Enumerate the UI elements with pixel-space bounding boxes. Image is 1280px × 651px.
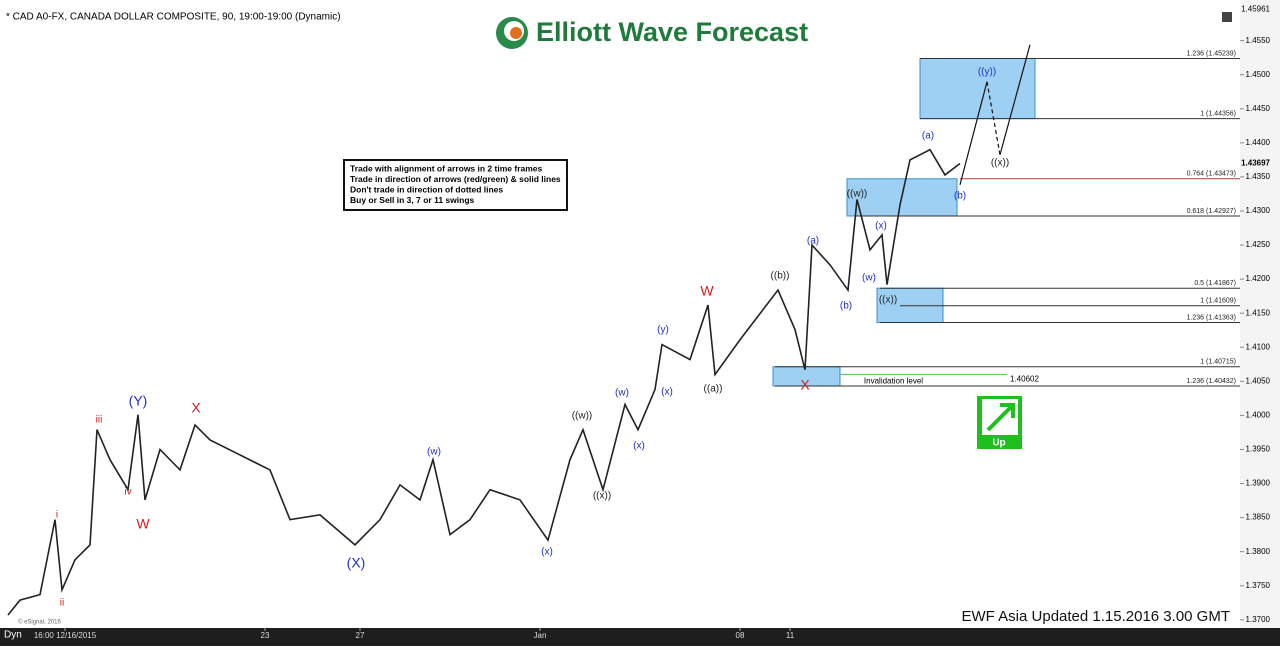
note: Trade with alignment of arrows in 2 time… [350, 163, 543, 173]
y-tick-label: 1.4200 [1246, 274, 1271, 283]
y-tick-label: 1.4450 [1246, 104, 1271, 113]
notes: Trade with alignment of arrows in 2 time… [350, 163, 561, 205]
y-tick-label: 1.3950 [1246, 445, 1271, 454]
x-tick-label: 27 [356, 631, 365, 640]
y-tick-label: 1.4050 [1246, 376, 1271, 385]
wave-label: iii [96, 414, 103, 425]
y-tick-label: 1.3850 [1246, 513, 1271, 522]
wave-label: (w) [615, 387, 629, 398]
wave-label: (w) [862, 272, 876, 283]
wave-label: (w) [427, 446, 441, 457]
y-tick-label: 1.3900 [1246, 479, 1271, 488]
brand: Elliott Wave Forecast [536, 17, 808, 47]
wave-label: (X) [347, 555, 366, 571]
projection [999, 44, 1031, 155]
wave-label: ii [60, 597, 64, 608]
wave-label: ((x)) [991, 157, 1009, 168]
y-tick-label: 1.4000 [1246, 411, 1271, 420]
fib-label: 1 (1.40715) [1200, 359, 1236, 366]
time-axis [0, 628, 1280, 646]
logo: Elliott Wave Forecast [496, 17, 808, 49]
wave-label: ((x)) [593, 490, 611, 501]
price-axis [1240, 0, 1280, 646]
invalidation-value: 1.40602 [1010, 375, 1039, 384]
y-tick-label: 1.3700 [1246, 615, 1271, 624]
x-tick-label: 16:00 12/16/2015 [34, 631, 97, 640]
x-tick-label: Jan [534, 631, 547, 640]
mode: Dyn [4, 630, 22, 641]
wave-label: ((b)) [771, 270, 790, 281]
note: Trade in direction of arrows (red/green)… [350, 174, 561, 184]
x-tick-label: 23 [261, 631, 270, 640]
last-price: 1.43697 [1241, 159, 1270, 168]
notes-box [343, 159, 568, 211]
fib-label: 1 (1.41609) [1200, 298, 1236, 305]
up-arrow [986, 403, 1015, 432]
wave-label: ((a)) [704, 383, 723, 394]
wave-label: X [800, 376, 810, 392]
fib-label: 1.236 (1.45239) [1187, 50, 1236, 57]
logo-mark [510, 27, 522, 39]
y-tick-label: 1.4250 [1246, 240, 1271, 249]
wave-label: (Y) [129, 392, 148, 408]
wave-label: (x) [633, 440, 645, 451]
fib-label: 0.618 (1.42927) [1187, 208, 1236, 215]
fib-label: 0.5 (1.41867) [1194, 280, 1236, 287]
y-tick-label: 1.3800 [1246, 547, 1271, 556]
target-box [919, 57, 1036, 120]
footer: EWF Asia Updated 1.15.2016 3.00 GMT [962, 608, 1230, 625]
wave-label: i [56, 509, 58, 520]
y-tick-label: 1.4100 [1246, 342, 1271, 351]
up-label: Up [992, 438, 1005, 449]
wave-label: W [700, 283, 714, 299]
copyright: © eSignal, 2016 [18, 619, 61, 626]
wave-label: (y) [657, 324, 669, 335]
y-tick-label: 1.4500 [1246, 70, 1271, 79]
chart-title: * CAD A0-FX, CANADA DOLLAR COMPOSITE, 90… [6, 12, 341, 23]
wave-label: X [191, 400, 201, 416]
wave-label: (x) [661, 386, 673, 397]
wave-label: (a) [922, 130, 934, 141]
y-tick-label: 1.3750 [1246, 581, 1271, 590]
note: Don't trade in direction of dotted lines [350, 184, 503, 194]
y-tick-label: 1.4550 [1246, 36, 1271, 45]
wave-label: iv [124, 487, 131, 498]
wave-label: ((w)) [847, 188, 868, 199]
wave-label: (b) [840, 300, 852, 311]
settings-icon[interactable] [1222, 12, 1232, 22]
y-tick-label: 1.4150 [1246, 308, 1271, 317]
y-tick-label: 1.4300 [1246, 206, 1271, 215]
x-tick-label: 11 [786, 631, 795, 640]
fib-label: 1 (1.44356) [1200, 110, 1236, 117]
note: Buy or Sell in 3, 7 or 11 swings [350, 195, 475, 205]
wave-label: (x) [541, 546, 553, 557]
up-signal: Up [977, 396, 1022, 449]
fib-label: 1.236 (1.40432) [1187, 378, 1236, 385]
wave-label: ((x)) [879, 294, 897, 305]
wave-label: W [136, 516, 150, 532]
wave-label: (b) [954, 190, 966, 201]
price-line [7, 148, 961, 616]
fib-label: 0.764 (1.43473) [1187, 171, 1236, 178]
y-tick-label: 1.4400 [1246, 138, 1271, 147]
top-price: 1.45961 [1241, 4, 1270, 13]
wave-label: ((w)) [572, 410, 593, 421]
wave-label: (a) [807, 235, 819, 246]
projection [986, 81, 1001, 155]
x-tick-label: 08 [736, 631, 745, 640]
invalidation-label: Invalidation level [864, 377, 923, 386]
y-tick-label: 1.4350 [1246, 172, 1271, 181]
wave-label: (x) [875, 220, 887, 231]
fib-label: 1.236 (1.41363) [1187, 314, 1236, 321]
wave-label: ((y)) [978, 66, 996, 77]
projection [959, 81, 988, 185]
